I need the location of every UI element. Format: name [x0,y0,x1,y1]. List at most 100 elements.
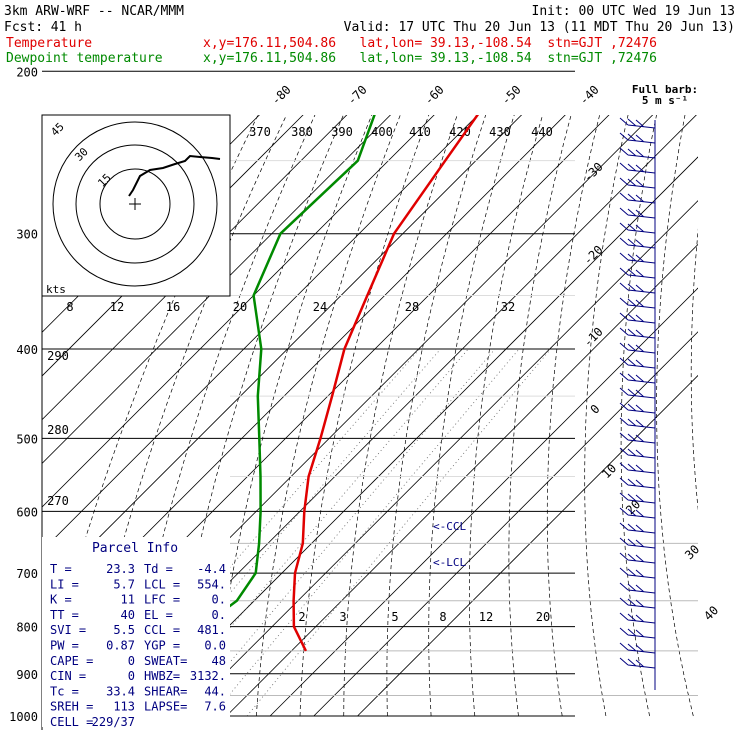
hodograph-trace [128,154,221,197]
isotherm [95,115,697,717]
dry-adiabat-label: 280 [47,423,69,437]
wind-barb [619,552,656,564]
wind-barb [619,237,656,249]
parcel-info-title: Parcel Info [92,541,178,556]
parcel-info-cell: 40 [121,608,135,622]
temperature-legend: Temperature [6,36,92,51]
init-time: Init: 00 UTC Wed 19 Jun 13 [532,4,736,19]
parcel-info-cell: 0. [212,593,226,607]
parcel-info-cell: 33.4 [106,684,135,698]
isotherm-label: -30 [581,160,606,185]
parcel-info-cell: CELL = [50,715,93,729]
parcel-info-cell: 0 [128,669,135,683]
parcel-info-cell: 3132. [190,669,226,683]
theta-label: 410 [409,125,431,139]
wind-barb [619,282,656,294]
dry-adiabat-label: 270 [47,494,69,508]
parcel-info-cell: 7.6 [204,700,226,714]
isotherm [42,115,391,464]
parcel-info-cell: Td = [144,562,173,576]
wind-barb [619,387,656,399]
dewpoint-location: x,y=176.11,504.86 lat,lon= 39.13,-108.54… [203,51,657,66]
wind-barb [619,642,656,654]
isotherm-label: -50 [499,83,524,108]
parcel-info-cell: Tc = [50,684,79,698]
wind-barb [619,537,656,549]
isotherm-label: -70 [345,83,370,108]
parcel-info-cell: 44. [204,684,226,698]
wind-barb [619,597,656,609]
barb-note-line1: Full barb: [632,83,698,96]
mixing-ratio-label: 2 [298,610,305,624]
dry-adiabat [620,115,657,717]
wind-barb [619,342,656,354]
wind-barb [619,252,656,264]
theta-label: 370 [249,125,271,139]
hodograph-ring [52,121,218,287]
isotherm [269,287,698,717]
wind-barb [619,372,656,384]
parcel-info-cell: SHEAR= [144,684,187,698]
parcel-info-cell: 5.7 [113,577,135,591]
wind-barb [619,612,656,624]
parcel-info-cell: 0.87 [106,639,135,653]
parcel-info-cell: YGP = [144,639,180,653]
dewpoint-profile [183,115,376,652]
parcel-info-cell: 11 [121,593,135,607]
wind-barb [619,567,656,579]
pressure-label: 500 [16,432,38,446]
theta-e-label: 24 [313,300,327,314]
parcel-info-cell: HWBZ= [144,669,180,683]
parcel-info-cell: SWEAT= [144,654,187,668]
temperature-location: x,y=176.11,504.86 lat,lon= 39.13,-108.54… [203,36,657,51]
theta-e-label: 28 [405,300,419,314]
valid-time: Valid: 17 UTC Thu 20 Jun 13 (11 MDT Thu … [344,20,735,35]
wind-barb [619,327,656,339]
wind-barb [619,132,656,144]
parcel-info-cell: 0.0 [204,639,226,653]
parcel-info-cell: 23.3 [106,562,135,576]
theta-label: 380 [291,125,313,139]
parcel-info-cell: 481. [197,623,226,637]
isotherm-label: 40 [701,603,721,623]
parcel-info-cell: 0 [128,654,135,668]
theta-e-label: 8 [66,300,73,314]
pressure-label: 400 [16,343,38,357]
isotherm-label: 0 [588,402,603,417]
isotherm [313,331,698,717]
wind-barb [619,117,656,129]
dry-adiabat [212,115,373,717]
lcl-marker: <-LCL [433,556,466,569]
wind-barb [619,447,656,459]
wind-barb [619,207,656,219]
parcel-info-cell: LI = [50,577,79,591]
pressure-label: 900 [16,668,38,682]
isotherm-label: -40 [577,83,602,108]
mixing-ratio-line [246,348,552,717]
barb-note-line2: 5 m s⁻¹ [642,94,688,107]
isotherm [42,115,435,508]
parcel-info-cell: SREH = [50,700,93,714]
parcel-info-cell: TT = [50,608,79,622]
model-title: 3km ARW-WRF -- NCAR/MMM [4,4,184,19]
wind-barb [619,582,656,594]
wind-barb [619,162,656,174]
parcel-info-cell: 48 [212,654,226,668]
parcel-info-cell: T = [50,562,72,576]
hodograph-origin [129,198,141,210]
wind-barb [619,477,656,489]
wind-barb [619,402,656,414]
pressure-label: 600 [16,505,38,519]
parcel-info-cell: LAPSE= [144,700,187,714]
wind-barb [619,417,656,429]
mixing-ratio-label: 12 [479,610,493,624]
theta-label: 430 [489,125,511,139]
mixing-ratio-label: 5 [391,610,398,624]
forecast-label: Fcst: [4,20,43,35]
theta-label: 400 [371,125,393,139]
isotherm [226,243,698,717]
wind-barb [619,297,656,309]
parcel-info-cell: 113 [113,700,135,714]
dry-adiabat [725,0,740,716]
parcel-info-cell: 5.5 [113,623,135,637]
